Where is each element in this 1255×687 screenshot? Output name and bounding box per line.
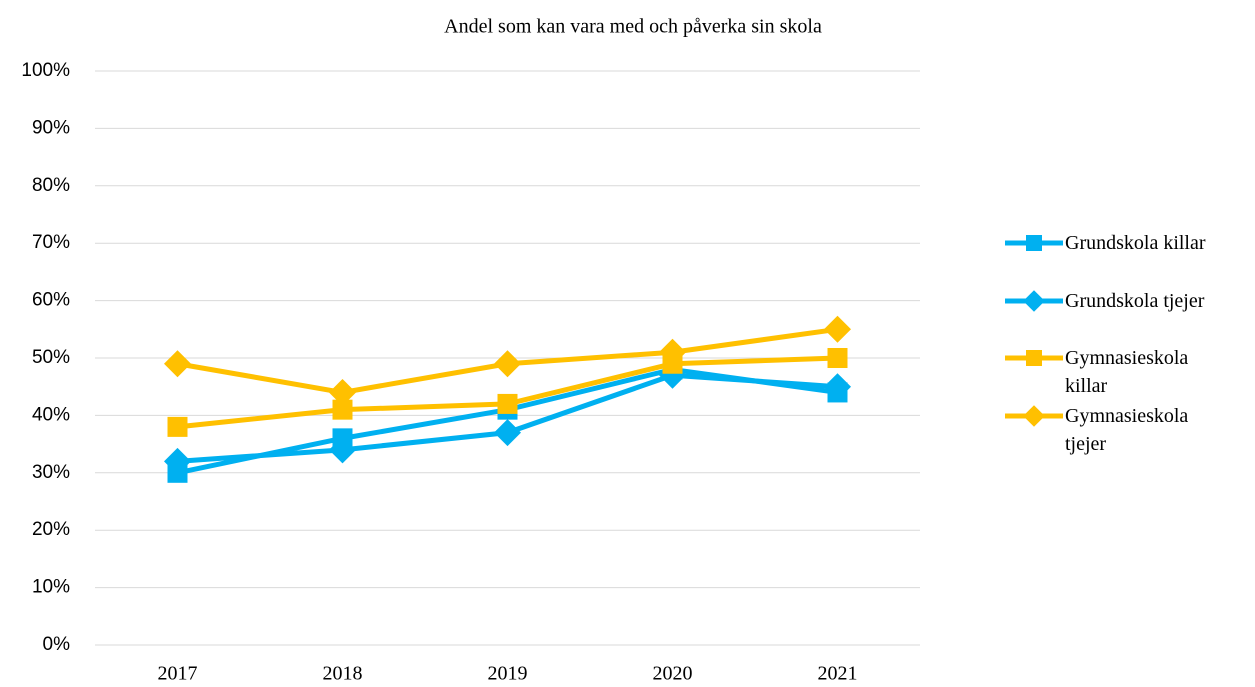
y-tick-label: 30% — [32, 462, 70, 483]
x-tick-label: 2017 — [158, 663, 198, 685]
legend-label: Grundskola tjejer — [1065, 290, 1205, 312]
marker — [827, 348, 848, 368]
marker — [1026, 350, 1042, 366]
marker — [659, 338, 686, 366]
marker — [494, 350, 521, 378]
y-tick-label: 40% — [32, 404, 70, 425]
y-tick-label: 50% — [32, 347, 70, 368]
marker — [329, 436, 356, 464]
chart-title: Andel som kan vara med och påverka sin s… — [444, 16, 822, 38]
y-tick-label: 60% — [32, 290, 70, 311]
marker — [167, 416, 188, 437]
marker — [1026, 235, 1042, 251]
y-tick-label: 90% — [32, 117, 70, 138]
marker — [1023, 290, 1045, 312]
y-tick-label: 100% — [21, 60, 70, 81]
y-tick-label: 0% — [43, 634, 71, 655]
legend-label: Grundskola killar — [1065, 232, 1206, 254]
x-tick-label: 2021 — [818, 663, 858, 685]
marker — [164, 350, 191, 378]
legend-label: Gymnasieskola tjejer — [1065, 405, 1189, 455]
x-tick-label: 2018 — [323, 663, 363, 685]
x-tick-label: 2020 — [653, 663, 693, 685]
marker — [824, 315, 851, 343]
marker — [164, 447, 191, 475]
marker — [494, 419, 521, 447]
marker — [332, 399, 353, 420]
y-tick-label: 10% — [32, 577, 70, 598]
marker — [497, 393, 518, 414]
marker — [329, 378, 356, 406]
y-tick-label: 20% — [32, 519, 70, 540]
marker — [1023, 405, 1045, 427]
y-tick-label: 70% — [32, 232, 70, 253]
marker — [824, 373, 851, 401]
legend-label: Gymnasieskola killar — [1065, 347, 1189, 397]
x-tick-label: 2019 — [488, 663, 528, 685]
y-tick-label: 80% — [32, 175, 70, 196]
